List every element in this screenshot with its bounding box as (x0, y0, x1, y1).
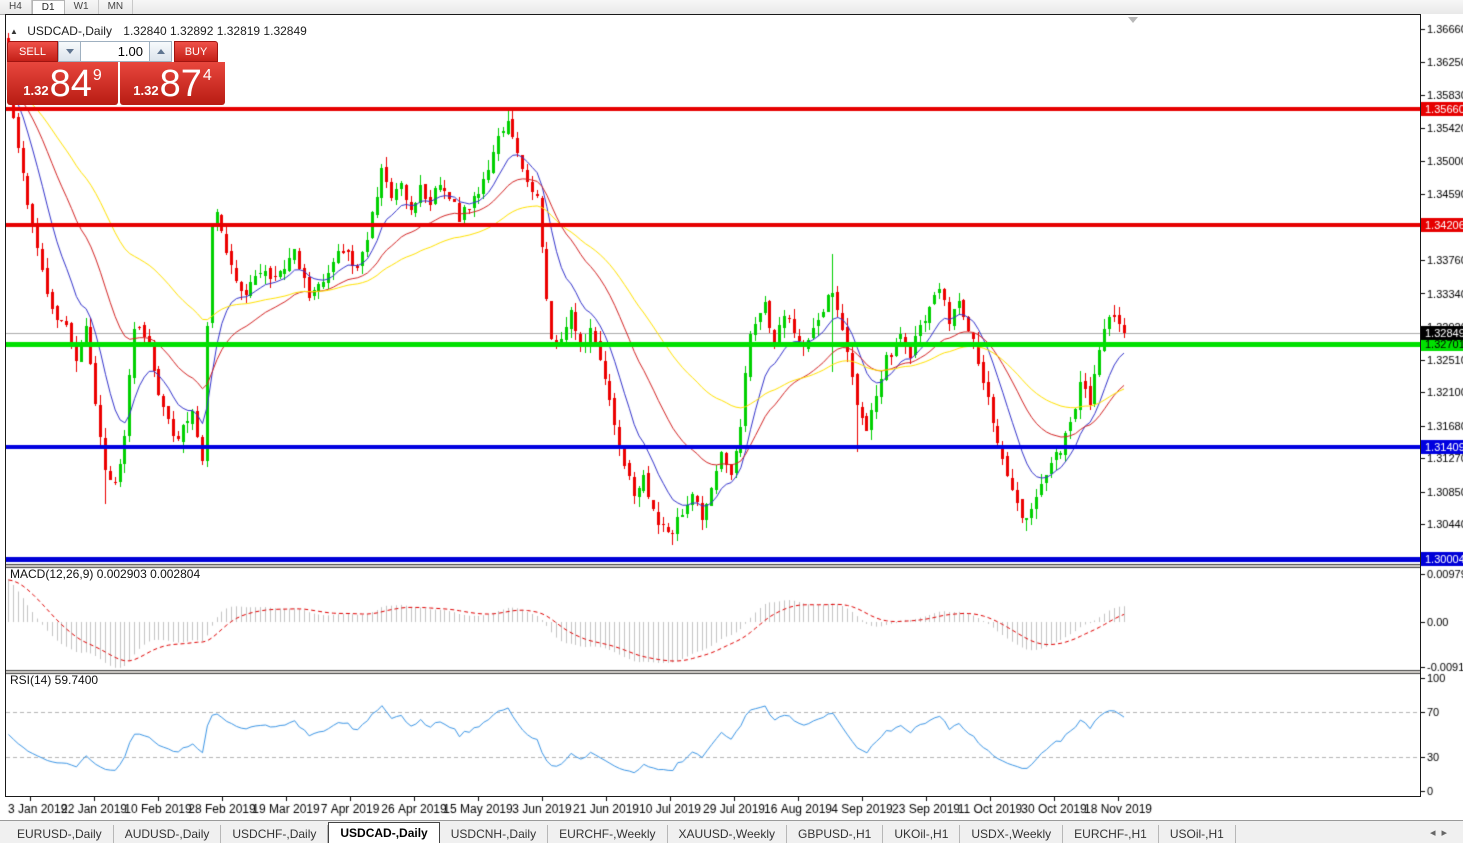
one-click-trade-panel: SELL BUY 1.32 84 9 1.32 87 4 (7, 41, 225, 105)
timeframe-toolbar: H4 D1 W1 MN (0, 0, 1463, 15)
buy-price-display[interactable]: 1.32 87 4 (120, 62, 225, 105)
sell-price-pip: 9 (92, 67, 102, 84)
chart-tab[interactable]: USDCNH-,Daily (440, 825, 549, 843)
timeframe-button-w1[interactable]: W1 (65, 0, 99, 14)
chart-tab[interactable]: GBPUSD-,H1 (787, 825, 884, 843)
chart-tab[interactable]: UKOil-,H1 (883, 825, 961, 843)
price-chart-canvas[interactable] (6, 15, 1420, 796)
timeframe-button-mn[interactable]: MN (99, 0, 134, 14)
macd-indicator-label: MACD(12,26,9) 0.002903 0.002804 (10, 567, 201, 581)
trade-buttons-row: SELL BUY (7, 41, 225, 62)
sell-button[interactable]: SELL (7, 41, 58, 62)
trade-prices-row: 1.32 84 9 1.32 87 4 (7, 62, 225, 105)
volume-input[interactable] (81, 41, 149, 62)
chart-tab[interactable]: EURCHF-,Weekly (548, 825, 668, 843)
chart-tab[interactable]: AUDUSD-,Daily (114, 825, 222, 843)
sell-price-big: 84 (49, 63, 92, 106)
scroll-to-end-marker[interactable] (1128, 17, 1138, 23)
triangle-down-icon (65, 49, 74, 54)
buy-button[interactable]: BUY (174, 41, 218, 62)
chart-tab[interactable]: EURCHF-,H1 (1063, 825, 1159, 843)
chart-tab[interactable]: USOil-,H1 (1159, 825, 1236, 843)
sell-price-display[interactable]: 1.32 84 9 (7, 62, 118, 105)
rsi-indicator-label: RSI(14) 59.7400 (10, 673, 99, 687)
tab-scroll-right-icon[interactable]: ▸ (1441, 827, 1453, 839)
collapse-panel-icon[interactable]: ▲ (10, 27, 18, 36)
sell-price-prefix: 1.32 (23, 83, 49, 98)
chart-area (5, 14, 1421, 797)
timeframe-button-d1[interactable]: D1 (31, 0, 65, 14)
tab-scroll-left-icon[interactable]: ◂ (1429, 827, 1442, 839)
chart-tabbar: EURUSD-,Daily AUDUSD-,Daily USDCHF-,Daily U… (0, 820, 1463, 843)
chart-symbol-title: USDCAD-,Daily (27, 24, 112, 38)
triangle-up-icon (156, 49, 165, 54)
volume-increase-button[interactable] (149, 41, 172, 62)
chart-tab[interactable]: XAUUSD-,Weekly (668, 825, 787, 843)
chart-title-row: ▲ USDCAD-,Daily 1.32840 1.32892 1.32819 … (10, 24, 307, 38)
chart-tab[interactable]: USDCAD-,Daily (328, 822, 440, 843)
chart-tab[interactable]: EURUSD-,Daily (6, 825, 114, 843)
timeframe-button-h4[interactable]: H4 (0, 0, 32, 14)
price-axis[interactable] (1421, 14, 1463, 820)
buy-price-prefix: 1.32 (133, 83, 159, 98)
buy-price-big: 87 (159, 63, 202, 106)
ohlc-values: 1.32840 1.32892 1.32819 1.32849 (123, 24, 307, 38)
volume-decrease-button[interactable] (58, 41, 81, 62)
tab-scroll-arrows[interactable]: ◂▸ (1430, 826, 1453, 839)
chart-tab[interactable]: USDX-,Weekly (960, 825, 1064, 843)
time-axis[interactable] (6, 797, 1420, 820)
buy-price-pip: 4 (202, 67, 212, 84)
chart-tab[interactable]: USDCHF-,Daily (221, 825, 329, 843)
